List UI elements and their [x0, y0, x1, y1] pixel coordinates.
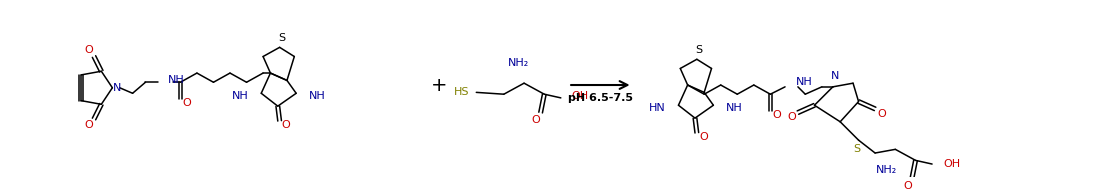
- Text: NH: NH: [796, 77, 812, 87]
- Text: O: O: [183, 98, 192, 108]
- Text: O: O: [877, 108, 886, 118]
- Text: N: N: [113, 83, 122, 93]
- Text: S: S: [278, 33, 285, 43]
- Text: HS: HS: [453, 87, 469, 97]
- Text: pH 6.5-7.5: pH 6.5-7.5: [568, 93, 633, 103]
- Text: NH₂: NH₂: [508, 58, 529, 68]
- Text: OH: OH: [572, 91, 589, 101]
- Text: O: O: [84, 45, 93, 55]
- Text: S: S: [853, 144, 861, 154]
- Text: HN: HN: [649, 103, 666, 113]
- Text: +: +: [431, 75, 448, 95]
- Text: S: S: [695, 45, 702, 55]
- Text: O: O: [281, 121, 290, 130]
- Text: O: O: [772, 110, 781, 120]
- Text: O: O: [903, 181, 912, 191]
- Text: O: O: [699, 132, 707, 142]
- Text: NH: NH: [309, 91, 326, 101]
- Text: O: O: [84, 121, 93, 130]
- Text: NH: NH: [168, 74, 184, 84]
- Text: OH: OH: [943, 159, 960, 169]
- Text: NH₂: NH₂: [876, 165, 897, 175]
- Text: NH: NH: [726, 103, 744, 113]
- Text: O: O: [532, 115, 541, 125]
- Text: O: O: [787, 112, 796, 122]
- Text: N: N: [830, 71, 839, 81]
- Text: NH: NH: [232, 91, 249, 101]
